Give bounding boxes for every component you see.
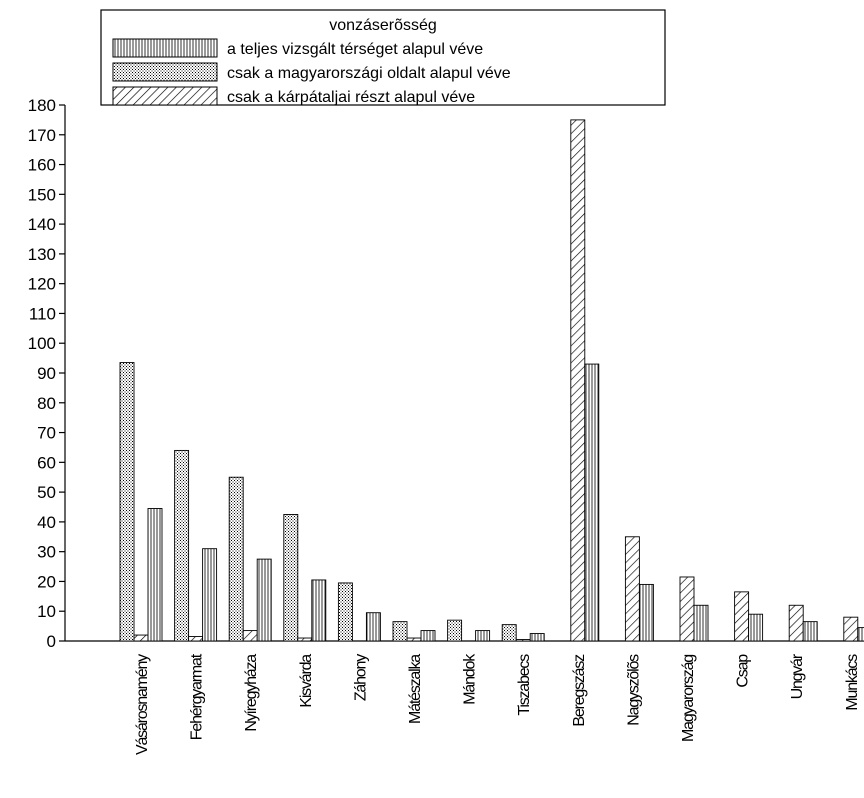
- bar-vlines: [365, 612, 381, 642]
- x-category-label: Mándok: [462, 653, 479, 705]
- legend: vonzáserõsség a teljes vizsgált térséget…: [100, 9, 666, 106]
- bar-hatch: [788, 604, 804, 642]
- x-axis-labels: Vásárosnamény Fehérgyarmat Nyíregyháza Kisv…: [134, 653, 861, 755]
- legend-swatch: [112, 38, 218, 58]
- y-tick-label: 130: [28, 245, 56, 264]
- bar-hatch: [242, 630, 258, 642]
- y-tick-label: 120: [28, 275, 56, 294]
- bar-vlines: [748, 613, 764, 642]
- x-category-label: Vásárosnamény: [134, 654, 151, 755]
- y-tick-label: 50: [37, 483, 56, 502]
- y-tick-label: 150: [28, 185, 56, 204]
- y-tick-label: 70: [37, 424, 56, 443]
- x-category-label: Mátészalka: [407, 654, 424, 724]
- legend-entry: csak a magyarországi oldalt alapul véve: [227, 65, 511, 82]
- x-category-label: Nagyszõlõs: [625, 654, 642, 726]
- bar-vlines: [693, 604, 709, 642]
- y-tick-label: 80: [37, 394, 56, 413]
- y-tick-label: 170: [28, 126, 56, 145]
- x-category-label: Fehérgyarmat: [189, 653, 206, 740]
- bar-hatch: [188, 636, 204, 642]
- y-tick-label: 110: [29, 304, 56, 323]
- legend-swatch: [112, 86, 218, 106]
- y-tick-label: 90: [37, 364, 56, 383]
- legend-entry: a teljes vizsgált térséget alapul véve: [227, 41, 483, 58]
- y-tick-label: 10: [37, 602, 56, 621]
- x-category-label: Nyíregyháza: [243, 654, 260, 732]
- bar-vlines: [638, 583, 654, 642]
- y-axis: 0 10 20 30 40 50 60 70 80 90 100 110 120 130 140 150 160…: [28, 96, 864, 651]
- bar-vlines: [529, 633, 545, 642]
- bar-dots: [119, 362, 135, 642]
- bar-vlines: [802, 621, 818, 642]
- x-category-label: Kisvárda: [298, 654, 315, 708]
- bar-dots: [283, 513, 299, 642]
- x-category-label: Magyarország: [680, 655, 697, 742]
- y-tick-label: 60: [37, 453, 56, 472]
- bar-hatch: [624, 536, 640, 642]
- x-category-label: Beregszász: [571, 654, 588, 727]
- legend-swatch: [112, 62, 218, 82]
- y-tick-label: 100: [28, 334, 56, 353]
- legend-entry: csak a kárpátaljai részt alapul véve: [227, 89, 475, 106]
- bar-dots: [392, 621, 408, 642]
- legend-title: vonzáserõsség: [329, 17, 437, 34]
- bar-dots: [501, 624, 517, 642]
- bar-vlines: [584, 363, 600, 642]
- x-category-label: Ungvár: [789, 653, 806, 699]
- y-tick-label: 20: [37, 572, 56, 591]
- bar-dots: [174, 449, 190, 642]
- bar-vlines: [420, 630, 436, 642]
- bar-vlines: [475, 630, 491, 642]
- bar-vlines: [147, 508, 163, 642]
- bar-hatch: [843, 616, 859, 642]
- bar-vlines: [857, 627, 864, 642]
- y-tick-label: 0: [47, 632, 56, 651]
- bar-hatch: [679, 576, 695, 642]
- bars: [119, 119, 864, 642]
- bar-vlines: [256, 558, 272, 642]
- x-category-label: Záhony: [352, 654, 369, 701]
- x-category-label: Munkács: [844, 654, 861, 711]
- y-tick-label: 160: [28, 156, 56, 175]
- y-tick-label: 140: [28, 215, 56, 234]
- x-category-label: Csap: [735, 654, 752, 688]
- bar-dots: [228, 476, 244, 642]
- bar-dots: [337, 582, 353, 642]
- bar-dots: [447, 619, 463, 642]
- bar-vlines: [311, 579, 327, 642]
- x-category-label: Tiszabecs: [516, 654, 533, 716]
- bar-vlines: [202, 548, 218, 642]
- y-tick-label: 40: [37, 513, 56, 532]
- y-tick-label: 180: [28, 96, 56, 115]
- bar-hatch: [515, 639, 531, 642]
- bar-hatch: [297, 637, 313, 642]
- bar-hatch: [133, 634, 149, 642]
- bar-hatch: [734, 591, 750, 642]
- bar-hatch: [406, 637, 422, 642]
- y-tick-label: 30: [37, 543, 56, 562]
- bar-hatch: [570, 119, 586, 642]
